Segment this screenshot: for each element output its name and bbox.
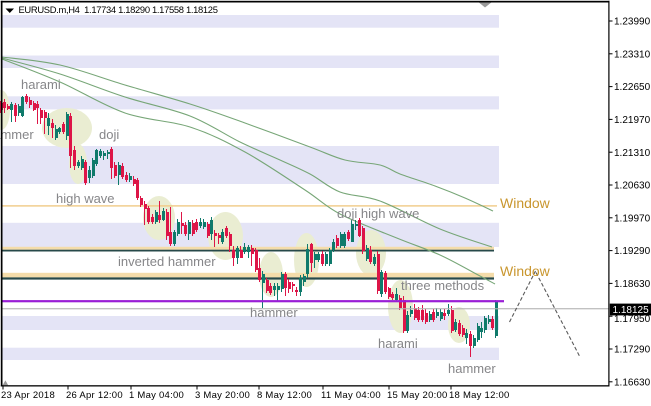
svg-text:1.21310: 1.21310 — [614, 148, 651, 159]
svg-text:doji: doji — [99, 127, 119, 142]
svg-text:1 May 04:00: 1 May 04:00 — [129, 390, 184, 401]
svg-text:harami: harami — [378, 336, 418, 351]
svg-text:26 Apr 12:00: 26 Apr 12:00 — [66, 390, 123, 401]
svg-text:hammer: hammer — [448, 361, 496, 376]
svg-text:three methods: three methods — [401, 278, 485, 293]
svg-text:1.17950: 1.17950 — [614, 314, 651, 325]
svg-text:23 Apr 2018: 23 Apr 2018 — [1, 390, 55, 401]
svg-text:hammer: hammer — [0, 127, 34, 142]
svg-text:Window: Window — [500, 263, 551, 279]
svg-text:harami: harami — [21, 77, 61, 92]
svg-text:15 May 20:00: 15 May 20:00 — [387, 390, 448, 401]
svg-text:inverted hammer: inverted hammer — [118, 254, 216, 269]
svg-text:EURUSD.m,H4 1.17734 1.18290 1: EURUSD.m,H4 1.17734 1.18290 1.17558 1.18… — [19, 4, 218, 15]
svg-text:1.23990: 1.23990 — [614, 17, 651, 28]
svg-text:hammer: hammer — [250, 305, 298, 320]
svg-text:11 May 04:00: 11 May 04:00 — [321, 390, 381, 401]
svg-text:1.20630: 1.20630 — [614, 181, 651, 192]
svg-text:1.22650: 1.22650 — [614, 82, 651, 93]
svg-text:1.19970: 1.19970 — [614, 213, 651, 224]
svg-text:Window: Window — [500, 195, 551, 211]
svg-text:1.18125: 1.18125 — [613, 305, 650, 316]
svg-text:1.16630: 1.16630 — [614, 377, 651, 388]
svg-text:1.21970: 1.21970 — [614, 115, 651, 126]
svg-text:18 May 12:00: 18 May 12:00 — [449, 390, 510, 401]
svg-text:1.19290: 1.19290 — [614, 246, 651, 257]
svg-text:doji high wave: doji high wave — [337, 206, 419, 221]
svg-text:3 May 20:00: 3 May 20:00 — [195, 390, 250, 401]
svg-text:1.17290: 1.17290 — [614, 345, 651, 356]
svg-text:1.23310: 1.23310 — [614, 49, 651, 60]
svg-text:8 May 12:00: 8 May 12:00 — [257, 390, 312, 401]
svg-text:1.18630: 1.18630 — [614, 279, 651, 290]
svg-text:high wave: high wave — [56, 191, 115, 206]
